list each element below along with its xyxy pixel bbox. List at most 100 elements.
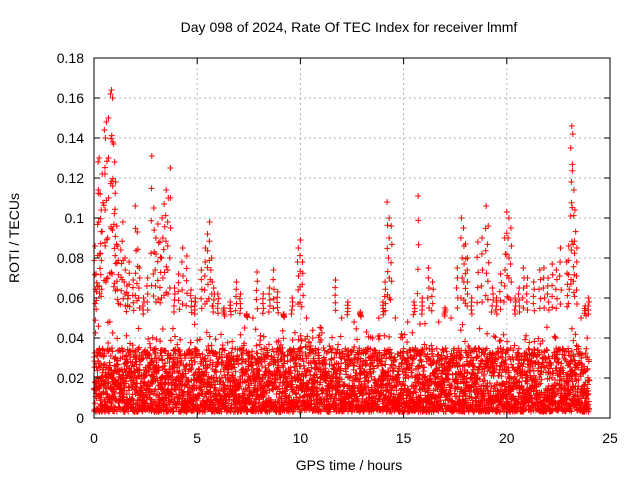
data-point xyxy=(94,367,101,374)
data-point xyxy=(271,358,278,365)
data-point xyxy=(315,346,322,353)
data-point xyxy=(258,356,265,363)
data-point xyxy=(123,375,130,382)
data-point xyxy=(135,325,142,332)
data-point xyxy=(267,375,274,382)
data-point xyxy=(106,318,113,325)
data-point xyxy=(257,332,264,339)
data-point xyxy=(101,350,108,357)
data-point xyxy=(307,342,314,349)
data-point xyxy=(280,364,287,371)
data-point xyxy=(222,397,229,404)
data-point xyxy=(91,400,98,407)
data-point xyxy=(281,357,288,364)
data-point xyxy=(98,394,105,401)
data-point xyxy=(155,355,162,362)
data-point xyxy=(294,398,301,405)
data-point xyxy=(308,398,315,405)
data-point xyxy=(297,344,304,351)
data-point xyxy=(164,404,171,411)
data-point xyxy=(143,372,150,379)
data-point xyxy=(328,355,335,362)
data-point xyxy=(279,327,286,334)
data-point xyxy=(242,385,249,392)
chart-title: Day 098 of 2024, Rate Of TEC Index for r… xyxy=(181,19,518,35)
data-point xyxy=(177,351,184,358)
data-point xyxy=(306,338,313,345)
data-point xyxy=(212,349,219,356)
data-point xyxy=(178,382,185,389)
data-point xyxy=(314,385,321,392)
data-point xyxy=(329,334,336,341)
data-point xyxy=(275,337,282,344)
data-point xyxy=(160,398,167,405)
data-point xyxy=(266,380,273,387)
data-point xyxy=(249,392,256,399)
data-point xyxy=(238,360,245,367)
data-point xyxy=(109,348,116,355)
data-point xyxy=(192,346,199,353)
data-point xyxy=(252,378,259,385)
data-point xyxy=(142,373,149,380)
data-point xyxy=(114,335,121,342)
data-point xyxy=(101,361,108,368)
data-point xyxy=(302,372,309,379)
data-point xyxy=(123,332,130,339)
data-point xyxy=(297,345,304,352)
data-point xyxy=(297,394,304,401)
data-point xyxy=(266,369,273,376)
data-point xyxy=(314,378,321,385)
data-point xyxy=(336,371,343,378)
data-point xyxy=(202,358,209,365)
data-point xyxy=(171,395,178,402)
data-point xyxy=(265,341,272,348)
data-point xyxy=(283,384,290,391)
data-point xyxy=(173,375,180,382)
data-point xyxy=(178,357,185,364)
data-point xyxy=(103,385,110,392)
data-point xyxy=(152,350,159,357)
data-point xyxy=(199,351,206,358)
data-point xyxy=(270,380,277,387)
data-point xyxy=(170,354,177,361)
data-point xyxy=(254,350,261,357)
data-point xyxy=(120,394,127,401)
data-point xyxy=(325,398,332,405)
data-point xyxy=(166,399,173,406)
data-point xyxy=(311,380,318,387)
data-point xyxy=(290,345,297,352)
data-point xyxy=(107,353,114,360)
data-point xyxy=(206,333,213,340)
data-point xyxy=(276,383,283,390)
data-point xyxy=(158,352,165,359)
data-point xyxy=(318,329,325,336)
data-point xyxy=(196,336,203,343)
data-point xyxy=(262,372,269,379)
data-point xyxy=(226,375,233,382)
data-point xyxy=(169,325,176,332)
data-point xyxy=(149,404,156,411)
data-point xyxy=(202,355,209,362)
data-point xyxy=(213,374,220,381)
data-point xyxy=(145,350,152,357)
data-point xyxy=(249,348,256,355)
data-point xyxy=(226,396,233,403)
data-points xyxy=(91,87,593,415)
data-point xyxy=(117,406,124,413)
data-point xyxy=(351,362,358,369)
data-point xyxy=(203,369,210,376)
data-point xyxy=(331,354,338,361)
data-point xyxy=(338,376,345,383)
data-point xyxy=(253,342,260,349)
data-point xyxy=(314,391,321,398)
data-point xyxy=(97,397,104,404)
data-point xyxy=(102,384,109,391)
data-point xyxy=(288,349,295,356)
data-point xyxy=(94,373,101,380)
data-point xyxy=(334,346,341,353)
data-point xyxy=(111,389,118,396)
data-point xyxy=(262,354,269,361)
data-point xyxy=(189,350,196,357)
data-point xyxy=(225,400,232,407)
data-point xyxy=(284,358,291,365)
